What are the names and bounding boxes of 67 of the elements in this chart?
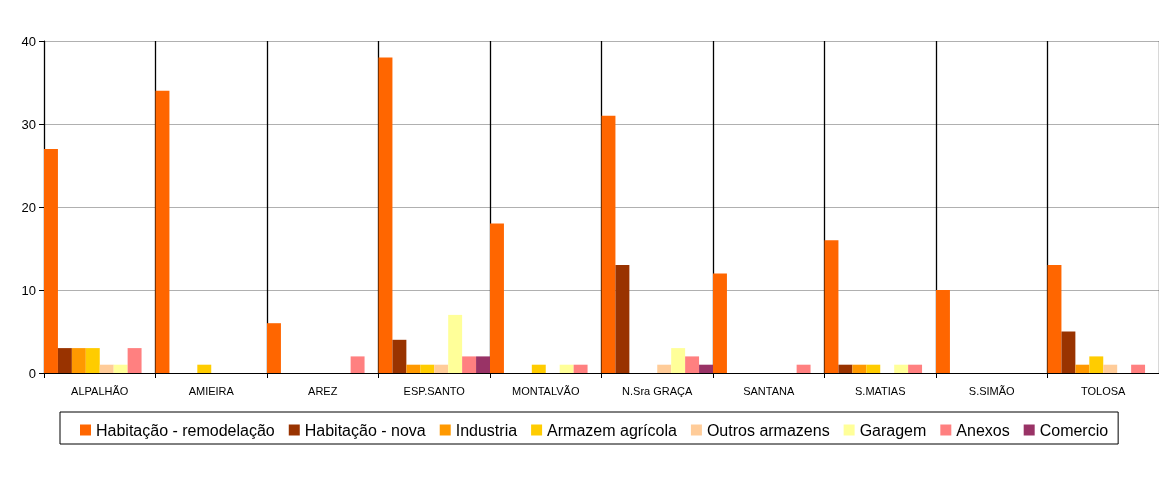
bar: [448, 314, 463, 373]
bar: [866, 364, 881, 373]
bar: [44, 148, 58, 373]
bar: [434, 364, 449, 373]
bar: [462, 356, 477, 373]
x-tick-label: S.SIMÃO: [968, 384, 1016, 397]
y-tick-label: 0: [28, 365, 36, 381]
x-tick-label: MONTALVÃO: [512, 384, 580, 397]
bar: [155, 90, 170, 373]
bar: [1131, 364, 1146, 373]
bar: [85, 348, 100, 373]
bar: [476, 356, 490, 373]
bar: [796, 364, 811, 373]
legend-label: Habitação - nova: [304, 421, 426, 439]
bar: [657, 364, 672, 373]
legend-label: Industria: [455, 421, 518, 439]
bar: [1103, 364, 1118, 373]
bar: [531, 364, 546, 373]
bar: [1075, 364, 1090, 373]
y-tick-label: 30: [21, 116, 36, 132]
bar: [671, 348, 686, 373]
legend-label: Armazem agrícola: [547, 421, 678, 439]
bar: [894, 364, 909, 373]
bar: [113, 364, 128, 373]
legend-label: Outros armazens: [706, 421, 830, 439]
legend-label: Anexos: [956, 421, 1010, 439]
bar: [824, 240, 839, 373]
x-tick-label: AMIEIRA: [188, 384, 235, 397]
bar: [71, 348, 86, 373]
bar: [420, 364, 435, 373]
bar: [267, 323, 281, 373]
bar: [713, 273, 727, 373]
bar: [490, 223, 504, 373]
bar: [559, 364, 574, 373]
y-tick-label: 10: [21, 282, 36, 298]
bar: [1061, 331, 1076, 373]
bar: [699, 364, 713, 373]
legend-label: Habitação - remodelação: [96, 421, 275, 439]
bar: [601, 115, 616, 373]
bar: [406, 364, 421, 373]
bar: [685, 356, 700, 373]
y-tick-label: 20: [21, 199, 36, 215]
bar: [378, 57, 393, 373]
bar: [615, 265, 630, 373]
bar: [838, 364, 853, 373]
bar: [57, 348, 72, 373]
y-tick-label: 40: [21, 33, 36, 49]
x-tick-label: TOLOSA: [1081, 384, 1127, 397]
x-tick-label: SANTANA: [743, 384, 795, 397]
bar: [936, 290, 950, 373]
x-tick-label: N.Sra GRAÇA: [622, 384, 694, 397]
legend-label: Garagem: [859, 421, 927, 439]
bar: [392, 339, 407, 373]
x-tick-label: ESP.SANTO: [403, 384, 466, 397]
bar: [1047, 265, 1062, 373]
bar: [127, 348, 142, 373]
bar: [197, 364, 212, 373]
bar: [573, 364, 588, 373]
bar: [99, 364, 114, 373]
bar: [350, 356, 365, 373]
bar: [852, 364, 867, 373]
x-tick-label: AREZ: [308, 384, 338, 397]
x-tick-label: ALPALHÃO: [71, 384, 129, 397]
legend-label: Comercio: [1039, 421, 1109, 439]
bar: [1089, 356, 1104, 373]
bar: [908, 364, 923, 373]
x-tick-label: S.MATIAS: [854, 384, 906, 397]
